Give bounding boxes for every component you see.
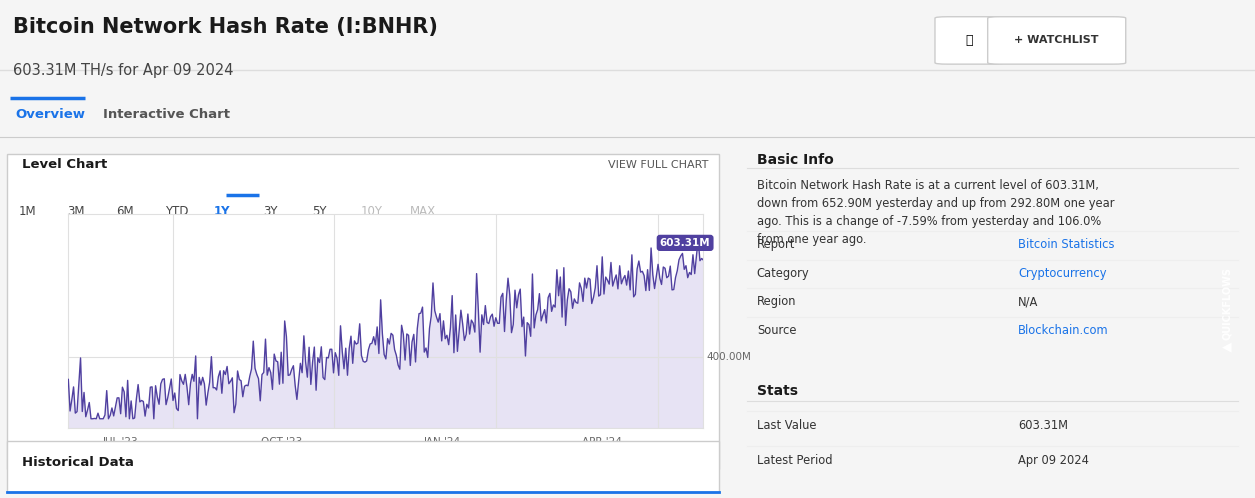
FancyBboxPatch shape [562, 226, 697, 279]
Text: Blockchain.com: Blockchain.com [1018, 324, 1108, 337]
Text: Last Value: Last Value [757, 419, 816, 432]
Text: QUICKFLOWS: QUICKFLOWS [1222, 267, 1231, 340]
Text: 5Y: 5Y [311, 205, 326, 218]
Text: JAN '24: JAN '24 [423, 437, 461, 447]
Text: N/A: N/A [1018, 295, 1038, 308]
Text: Stats: Stats [757, 384, 798, 398]
Text: 6M: 6M [115, 205, 134, 218]
Text: Bitcoin Network Hash Rate (I:BNHR): Bitcoin Network Hash Rate (I:BNHR) [13, 17, 438, 37]
Text: MAX: MAX [409, 205, 435, 218]
FancyBboxPatch shape [935, 17, 1004, 64]
FancyBboxPatch shape [8, 441, 719, 492]
Text: Region: Region [757, 295, 796, 308]
Text: 603.31M TH/s for Apr 09 2024: 603.31M TH/s for Apr 09 2024 [13, 63, 233, 78]
Text: 603.31M: 603.31M [1018, 419, 1068, 432]
Text: 1M: 1M [19, 205, 36, 218]
Text: Overview: Overview [15, 108, 85, 121]
Text: 1Y: 1Y [213, 205, 231, 218]
Text: 3Y: 3Y [262, 205, 277, 218]
Text: Historical Data: Historical Data [21, 456, 134, 469]
Text: Interactive Chart: Interactive Chart [103, 108, 230, 121]
Text: Apr 09 2024: Apr 09 2024 [1018, 454, 1089, 467]
Text: Level Chart: Level Chart [21, 158, 107, 171]
Text: APR '24: APR '24 [582, 437, 622, 447]
Text: 400.00M: 400.00M [707, 352, 752, 362]
FancyBboxPatch shape [988, 17, 1126, 64]
Text: Select area
to zoom: Select area to zoom [601, 238, 659, 259]
Text: + WATCHLIST: + WATCHLIST [1014, 35, 1099, 45]
Text: ◀: ◀ [1222, 340, 1231, 353]
Text: Basic Info: Basic Info [757, 152, 833, 167]
Text: Latest Period: Latest Period [757, 454, 832, 467]
Text: Cryptocurrency: Cryptocurrency [1018, 266, 1107, 279]
Text: Source: Source [757, 324, 796, 337]
Text: Category: Category [757, 266, 809, 279]
Text: VIEW FULL CHART: VIEW FULL CHART [607, 159, 708, 169]
Text: OCT '23: OCT '23 [261, 437, 301, 447]
Text: 603.31M: 603.31M [660, 238, 710, 248]
Text: Bitcoin Network Hash Rate is at a current level of 603.31M,
down from 652.90M ye: Bitcoin Network Hash Rate is at a curren… [757, 179, 1114, 246]
FancyBboxPatch shape [8, 154, 719, 469]
Text: 🔔: 🔔 [966, 34, 973, 47]
Text: 3M: 3M [68, 205, 84, 218]
Text: 10Y: 10Y [360, 205, 383, 218]
Text: YTD: YTD [164, 205, 188, 218]
Text: Report: Report [757, 238, 796, 251]
Text: Bitcoin Statistics: Bitcoin Statistics [1018, 238, 1114, 251]
Text: JUL '23: JUL '23 [103, 437, 138, 447]
